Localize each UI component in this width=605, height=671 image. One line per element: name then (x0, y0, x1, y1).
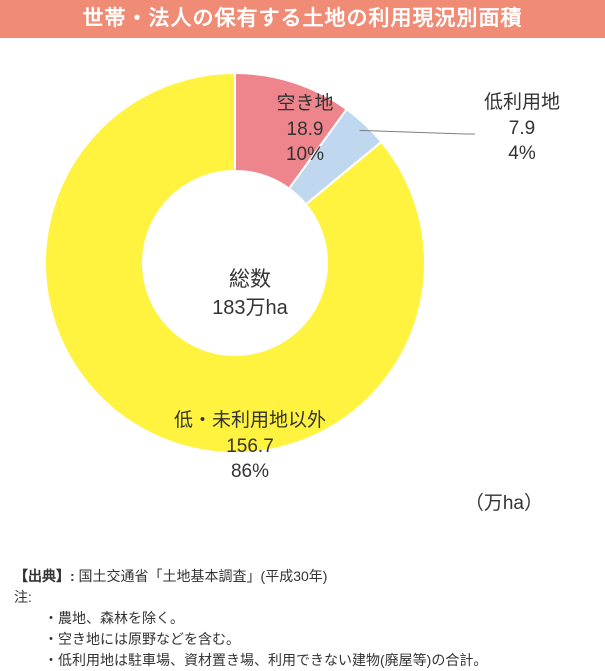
center-total-value: 183万ha (175, 294, 325, 322)
donut-chart: 総数 183万ha 空き地 18.9 10% 低利用地 7.9 4% 低・未利用… (0, 38, 605, 558)
source-head: 【出典】: (14, 568, 75, 584)
teiriyou-name: 低利用地 (462, 90, 582, 116)
slice-label-other: 低・未利用地以外 156.7 86% (145, 408, 355, 485)
notes-head: 注: (14, 587, 591, 608)
note-bullet: ・農地、森林を除く。 (14, 608, 591, 629)
unit-label: （万ha） (465, 488, 543, 515)
center-total-label: 総数 (175, 265, 325, 294)
teiriyou-value: 7.9 (462, 116, 582, 142)
other-name: 低・未利用地以外 (145, 408, 355, 434)
akichi-percent: 10% (255, 142, 355, 168)
teiriyou-percent: 4% (462, 141, 582, 167)
akichi-name: 空き地 (255, 91, 355, 117)
footnotes: 【出典】: 国土交通省「土地基本調査」(平成30年) 注: ・農地、森林を除く。… (0, 558, 605, 671)
other-percent: 86% (145, 459, 355, 485)
akichi-value: 18.9 (255, 117, 355, 143)
source-text: 国土交通省「土地基本調査」(平成30年) (75, 568, 328, 584)
slice-label-teiriyou: 低利用地 7.9 4% (462, 90, 582, 167)
chart-title: 世帯・法人の保有する土地の利用現況別面積 (0, 0, 605, 38)
note-bullet: ・空き地には原野などを含む。 (14, 629, 591, 650)
slice-label-akichi: 空き地 18.9 10% (255, 91, 355, 168)
other-value: 156.7 (145, 434, 355, 460)
center-label: 総数 183万ha (175, 265, 325, 322)
note-bullet: ・低利用地は駐車場、資材置き場、利用できない建物(廃屋等)の合計。 (14, 650, 591, 671)
